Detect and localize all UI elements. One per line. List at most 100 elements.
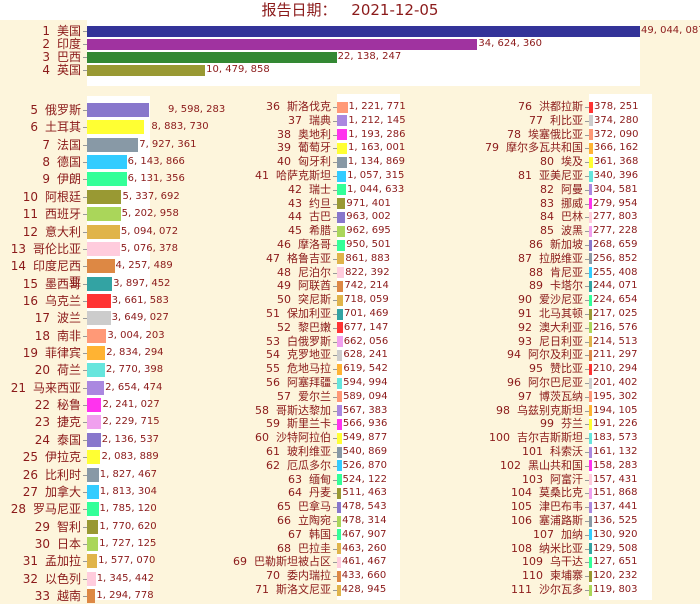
bar-label: 10 阿根廷: [23, 189, 81, 205]
axis-tick: [333, 300, 337, 301]
axis-tick: [83, 596, 87, 597]
rank-number: 32: [22, 571, 38, 586]
bar-108: [589, 543, 592, 555]
country-name: 埃塞俄比亚: [528, 127, 583, 141]
bar-43: [337, 198, 346, 210]
bar-88: [589, 267, 592, 279]
rank-number: 99: [540, 417, 554, 431]
axis-tick: [333, 535, 337, 536]
rank-number: 111: [511, 583, 532, 596]
bar-41: [337, 170, 347, 182]
bar-label: 46 摩洛哥: [277, 237, 331, 253]
axis-tick: [585, 355, 589, 356]
chart-panel-col-2: [337, 94, 400, 600]
rank-number: 96: [507, 376, 521, 389]
bar-value-label: 1, 134, 869: [347, 156, 406, 168]
bar-label: 19 菲律宾: [23, 345, 81, 361]
bar-value-label: 2, 770, 398: [105, 364, 164, 376]
axis-tick: [585, 521, 589, 522]
axis-tick: [333, 107, 337, 108]
country-name: 匈牙利: [298, 155, 331, 169]
rank-number: 26: [22, 467, 38, 482]
bar-label: 91 北马其顿: [518, 306, 583, 322]
bar-value-label: 10, 479, 858: [206, 64, 270, 75]
rank-number: 24: [34, 432, 50, 447]
bar-32: [87, 571, 96, 586]
rank-number: 64: [288, 486, 302, 500]
bar-22: [87, 398, 102, 413]
country-name: 菲律宾: [44, 346, 81, 361]
axis-tick: [333, 245, 337, 246]
country-name: 尼日利亚: [539, 334, 583, 348]
rank-number: 62: [266, 458, 280, 472]
country-name: 墨西哥: [44, 276, 81, 291]
axis-tick: [585, 176, 589, 177]
axis-tick: [333, 397, 337, 398]
bar-label: 40 匈牙利: [277, 154, 331, 170]
bar-label: 6 土耳其: [30, 119, 81, 135]
rank-number: 94: [507, 348, 521, 362]
bar-value-label: 662, 056: [343, 335, 389, 347]
rank-number: 102: [500, 458, 521, 472]
country-name: 法国: [56, 137, 81, 152]
rank-number: 43: [288, 196, 302, 210]
country-name: 黑山共和国: [528, 458, 583, 472]
bar-label: 18 南非: [35, 328, 81, 344]
bar-label: 79 摩尔多瓦共和国: [485, 140, 583, 156]
bar-107: [589, 529, 592, 541]
bar-label: 55 危地马拉: [266, 361, 331, 377]
bar-value-label: 677, 147: [343, 321, 389, 333]
bar-57: [337, 391, 343, 403]
bar-label: 57 爱尔兰: [277, 389, 331, 405]
bar-label: 41 哈萨克斯坦: [255, 168, 331, 184]
bar-67: [337, 529, 342, 541]
rank-number: 78: [507, 127, 521, 141]
bar-111: [589, 584, 592, 596]
bar-value-label: 136, 525: [593, 515, 638, 526]
bar-47: [337, 253, 345, 265]
country-name: 赞比亚: [550, 362, 583, 376]
bar-value-label: 183, 573: [593, 432, 638, 444]
bar-24: [87, 432, 101, 447]
bar-value-label: 1, 577, 070: [98, 555, 156, 567]
country-name: 澳大利亚: [539, 320, 583, 334]
axis-tick: [585, 273, 589, 274]
axis-tick: [83, 284, 87, 285]
bar-56: [337, 377, 343, 389]
rank-number: 54: [266, 348, 280, 362]
axis-tick: [333, 135, 337, 136]
country-name: 美国: [56, 24, 81, 38]
country-name: 古巴: [309, 210, 331, 224]
axis-tick: [83, 145, 87, 146]
axis-tick: [585, 342, 589, 343]
country-name: 拉脱维亚: [539, 251, 583, 265]
bar-label: 61 玻利维亚: [266, 444, 331, 460]
rank-number: 60: [255, 431, 269, 445]
bar-value-label: 5, 202, 958: [121, 208, 179, 220]
bar-label: 108 纳米比亚: [511, 541, 583, 557]
axis-tick: [333, 369, 337, 370]
axis-tick: [333, 217, 337, 218]
bar-value-label: 9, 598, 283: [168, 104, 226, 115]
country-name: 阿根廷: [44, 189, 81, 204]
country-name: 摩尔多瓦共和国: [506, 141, 583, 155]
bar-label: 17 波兰: [35, 310, 81, 326]
bar-10: [87, 189, 122, 204]
bar-value-label: 526, 870: [342, 459, 388, 471]
bar-value-label: 130, 920: [593, 528, 638, 540]
rank-number: 83: [540, 196, 554, 210]
country-name: 哈萨克斯坦: [276, 169, 331, 182]
axis-tick: [333, 286, 337, 287]
bar-label: 14 印度尼西亚: [0, 258, 81, 290]
bar-label: 103 阿富汗: [522, 472, 583, 488]
axis-tick: [333, 562, 337, 563]
bar-label: 1 美国: [42, 23, 81, 39]
bar-78: [589, 129, 593, 141]
bar-label: 107 加纳: [533, 527, 583, 543]
axis-tick: [333, 452, 337, 453]
bar-value-label: 962, 695: [346, 225, 391, 237]
country-name: 黎巴嫩: [298, 320, 331, 334]
bar-value-label: 210, 294: [593, 363, 638, 375]
axis-tick: [83, 336, 87, 337]
rank-number: 33: [34, 589, 50, 604]
